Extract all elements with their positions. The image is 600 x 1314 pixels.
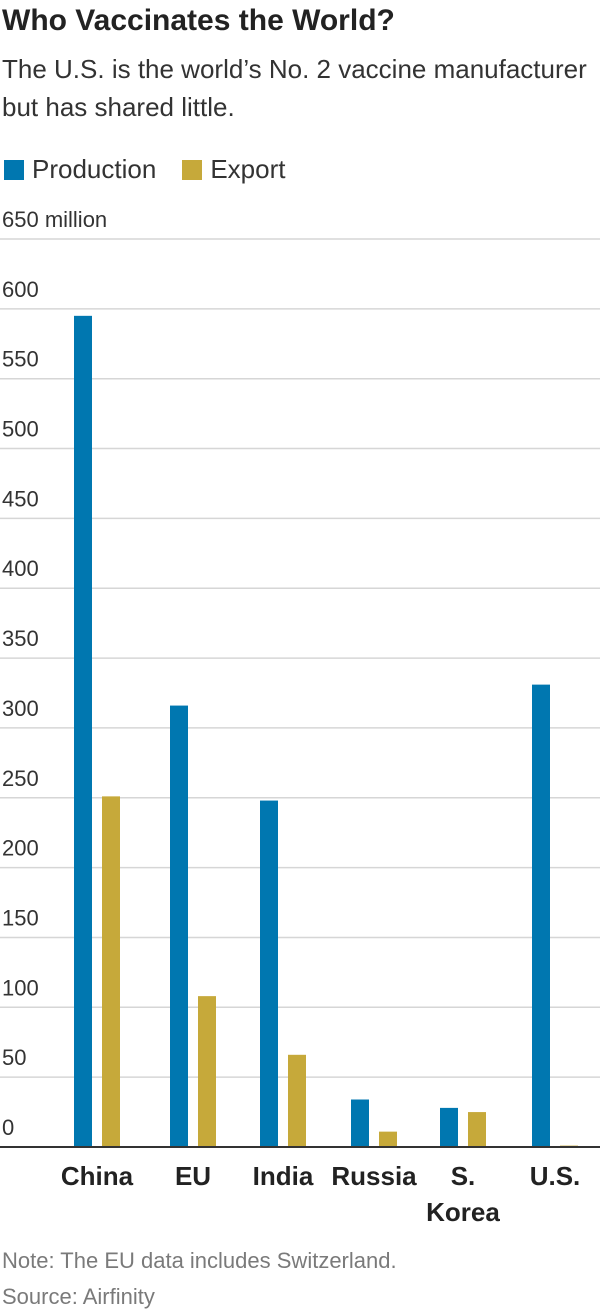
- y-tick-label: 600: [2, 277, 39, 302]
- bar-production-0: [74, 315, 92, 1147]
- legend-label-export: Export: [210, 154, 286, 184]
- y-tick-label: 200: [2, 836, 39, 861]
- y-tick-label: 450: [2, 486, 39, 511]
- y-tick-label: 100: [2, 975, 39, 1000]
- bar-production-4: [440, 1107, 458, 1147]
- legend-item-production: Production: [4, 154, 156, 185]
- bar-export-4: [468, 1112, 486, 1147]
- chart-subtitle: The U.S. is the world’s No. 2 vaccine ma…: [2, 54, 587, 122]
- bar-production-2: [260, 800, 278, 1147]
- x-tick-label: U.S.: [530, 1161, 581, 1191]
- legend-swatch-export: [182, 159, 203, 180]
- y-tick-label: 350: [2, 626, 39, 651]
- y-tick-label: 250: [2, 766, 39, 791]
- y-tick-label: 500: [2, 417, 39, 442]
- x-tick-label: India: [253, 1161, 314, 1191]
- y-tick-label: 300: [2, 696, 39, 721]
- legend-item-export: Export: [182, 154, 285, 185]
- bar-export-0: [102, 796, 120, 1147]
- chart-source: Source: Airfinity: [2, 1284, 155, 1309]
- bar-export-1: [198, 996, 216, 1147]
- bar-export-2: [288, 1054, 306, 1147]
- x-tick-label: China: [61, 1161, 134, 1191]
- bar-production-5: [532, 684, 550, 1147]
- y-tick-label: 0: [2, 1115, 14, 1140]
- y-tick-label: 50: [2, 1045, 26, 1070]
- x-tick-label: S. Korea: [426, 1161, 500, 1227]
- y-tick-label: 400: [2, 556, 39, 581]
- x-tick-label: Russia: [331, 1161, 417, 1191]
- y-tick-label: 550: [2, 347, 39, 372]
- bar-production-1: [170, 705, 188, 1147]
- chart-note: Note: The EU data includes Switzerland.: [2, 1248, 397, 1273]
- y-tick-label: 650 million: [2, 207, 107, 232]
- legend-swatch-production: [4, 159, 24, 180]
- x-tick-label: EU: [175, 1161, 211, 1191]
- bar-export-3: [379, 1131, 397, 1147]
- legend-label-production: Production: [32, 154, 157, 184]
- chart-title: Who Vaccinates the World?: [2, 4, 395, 37]
- legend: Production Export: [4, 154, 311, 185]
- bar-production-3: [351, 1099, 369, 1147]
- y-tick-label: 150: [2, 905, 39, 930]
